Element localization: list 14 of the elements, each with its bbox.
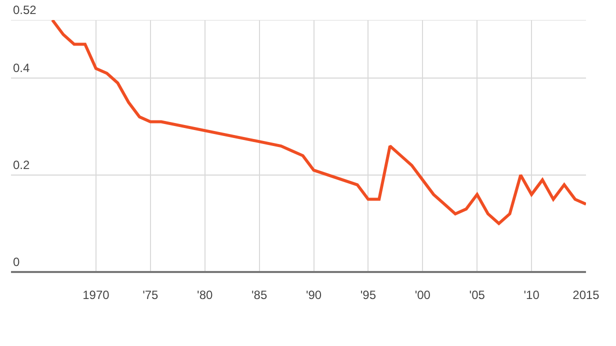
x-tick-label: '85 [251,288,268,302]
x-tick-label: '90 [306,288,322,302]
y-tick-label: 0 [13,255,20,269]
x-tick-label: '00 [414,288,431,302]
x-tick-label: 1970 [82,288,110,302]
x-tick-label: 2015 [572,288,600,302]
y-tick-label: 0.2 [13,158,30,172]
y-tick-label: 0.52 [13,3,37,17]
x-tick-label: '75 [142,288,159,302]
x-tick-label: '10 [524,288,540,302]
x-tick-label: '95 [360,288,376,302]
x-tick-label: '05 [469,288,486,302]
y-tick-label: 0.4 [13,61,30,75]
x-tick-label: '80 [197,288,213,302]
